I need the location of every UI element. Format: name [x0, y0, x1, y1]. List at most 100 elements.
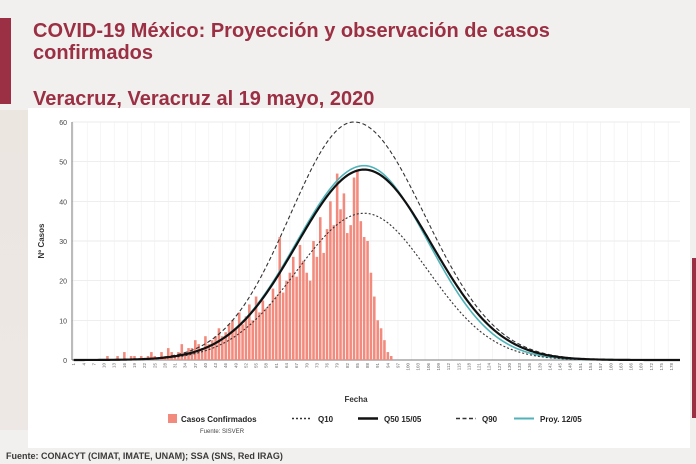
bar-casos-confirmados: [268, 304, 271, 360]
bar-casos-confirmados: [254, 296, 258, 360]
x-tick-label: 19: [132, 363, 137, 369]
x-tick-label: 37: [193, 363, 198, 369]
bar-casos-confirmados: [285, 280, 288, 360]
x-tick-label: 67: [294, 363, 299, 369]
bar-casos-confirmados: [342, 193, 346, 360]
x-tick-label: 94: [385, 363, 390, 369]
x-tick-label: 154: [588, 363, 593, 371]
bar-casos-confirmados: [106, 356, 109, 360]
bar-casos-confirmados: [231, 320, 234, 360]
x-tick-label: 127: [497, 363, 502, 371]
y-tick-label: 60: [59, 120, 67, 127]
x-tick-label: 169: [639, 363, 644, 371]
x-tick-label: 103: [416, 363, 421, 371]
bar-casos-confirmados: [288, 272, 292, 360]
legend-label: Q90: [482, 415, 498, 424]
page-title: COVID-19 México: Proyección y observació…: [33, 20, 550, 64]
x-tick-label: 76: [325, 363, 330, 369]
x-tick-label: 55: [254, 363, 259, 369]
x-tick-label: 172: [649, 363, 654, 371]
bar-casos-confirmados: [248, 304, 251, 360]
bar-casos-confirmados: [298, 244, 302, 360]
x-tick-label: 64: [284, 363, 289, 369]
y-tick-label: 10: [59, 318, 67, 325]
x-tick-label: 61: [274, 363, 279, 369]
bar-casos-confirmados: [251, 320, 254, 360]
x-tick-label: 88: [365, 363, 370, 369]
bar-casos-confirmados: [346, 233, 349, 360]
x-tick-label: 82: [345, 363, 350, 369]
bar-casos-confirmados: [234, 328, 238, 360]
legend-label: Q50 15/05: [384, 415, 422, 424]
bar-casos-confirmados: [376, 320, 379, 360]
bar-casos-confirmados: [224, 332, 227, 360]
bar-casos-confirmados: [352, 177, 356, 360]
bar-casos-confirmados: [227, 324, 231, 360]
x-tick-label: 1: [71, 363, 76, 366]
series-line-q50-15-05: [73, 168, 680, 362]
x-tick-label: 112: [446, 363, 451, 371]
bar-casos-confirmados: [278, 237, 282, 360]
legend-label: Casos Confirmados: [181, 415, 257, 424]
bar-casos-confirmados: [359, 221, 363, 360]
bar-casos-confirmados: [173, 356, 177, 360]
x-tick-label: 166: [629, 363, 634, 371]
y-axis-label: Nº Casos: [37, 223, 46, 258]
bar-casos-confirmados: [207, 344, 211, 360]
y-tick-label: 50: [59, 160, 67, 167]
y-tick-label: 30: [59, 239, 67, 246]
x-tick-label: 142: [547, 363, 552, 371]
chart-panel: 0 10 20 30 40 50 60 1 4 7 10 13 16 19 22 25 28 31 34 37 40 43…: [28, 108, 690, 448]
bar-casos-confirmados: [329, 201, 332, 360]
y-tick-label: 0: [63, 358, 67, 365]
x-tick-label: 25: [152, 363, 157, 369]
bar-casos-confirmados: [335, 173, 339, 360]
bar-casos-confirmados: [379, 328, 383, 360]
bar-casos-confirmados: [275, 296, 278, 360]
bar-casos-confirmados: [183, 352, 187, 360]
bar-casos-confirmados: [261, 300, 265, 360]
bar-casos-confirmados: [166, 348, 170, 360]
x-tick-label: 34: [183, 363, 188, 369]
x-tick-label: 145: [558, 363, 563, 371]
bar-casos-confirmados: [194, 340, 197, 360]
bar-casos-confirmados: [389, 356, 393, 360]
bar-casos-confirmados: [332, 225, 336, 360]
x-tick-label: 73: [314, 363, 319, 369]
x-tick-label: 4: [81, 363, 86, 366]
footer-source: Fuente: CONACYT (CIMAT, IMATE, UNAM); SS…: [6, 451, 283, 461]
x-tick-label: 106: [426, 363, 431, 371]
x-tick-label: 175: [659, 363, 664, 371]
x-tick-label: 49: [233, 363, 238, 369]
bar-casos-confirmados: [315, 256, 319, 360]
bar-casos-confirmados: [244, 316, 248, 360]
legend-label: Proy. 12/05: [540, 415, 582, 424]
x-tick-label: 46: [223, 363, 228, 369]
bar-casos-confirmados: [139, 356, 143, 360]
x-tick-label: 124: [487, 363, 492, 371]
accent-bar: [0, 18, 11, 104]
x-tick-label: 58: [264, 363, 269, 369]
x-tick-label: 118: [466, 363, 471, 371]
x-tick-label: 31: [173, 363, 178, 369]
bar-casos-confirmados: [214, 336, 217, 360]
bar-casos-confirmados: [308, 280, 312, 360]
bar-casos-confirmados: [217, 328, 221, 360]
x-tick-label: 91: [375, 363, 380, 369]
x-tick-label: 109: [436, 363, 441, 371]
bar-casos-confirmados: [150, 352, 153, 360]
bar-casos-confirmados: [318, 217, 322, 360]
legend-swatch: [168, 414, 177, 423]
x-tick-label: 115: [456, 363, 461, 371]
y-tick-label: 40: [59, 199, 67, 206]
bar-casos-confirmados: [383, 340, 386, 360]
bar-casos-confirmados: [160, 352, 163, 360]
x-tick-label: 163: [618, 363, 623, 371]
bar-casos-confirmados: [123, 352, 126, 360]
x-tick-label: 151: [578, 363, 583, 371]
page-subtitle: Veracruz, Veracruz al 19 mayo, 2020: [33, 88, 375, 110]
x-tick-label: 22: [142, 363, 147, 369]
bar-casos-confirmados: [369, 272, 373, 360]
bar-casos-confirmados: [271, 288, 275, 360]
x-tick-label: 52: [243, 363, 248, 369]
